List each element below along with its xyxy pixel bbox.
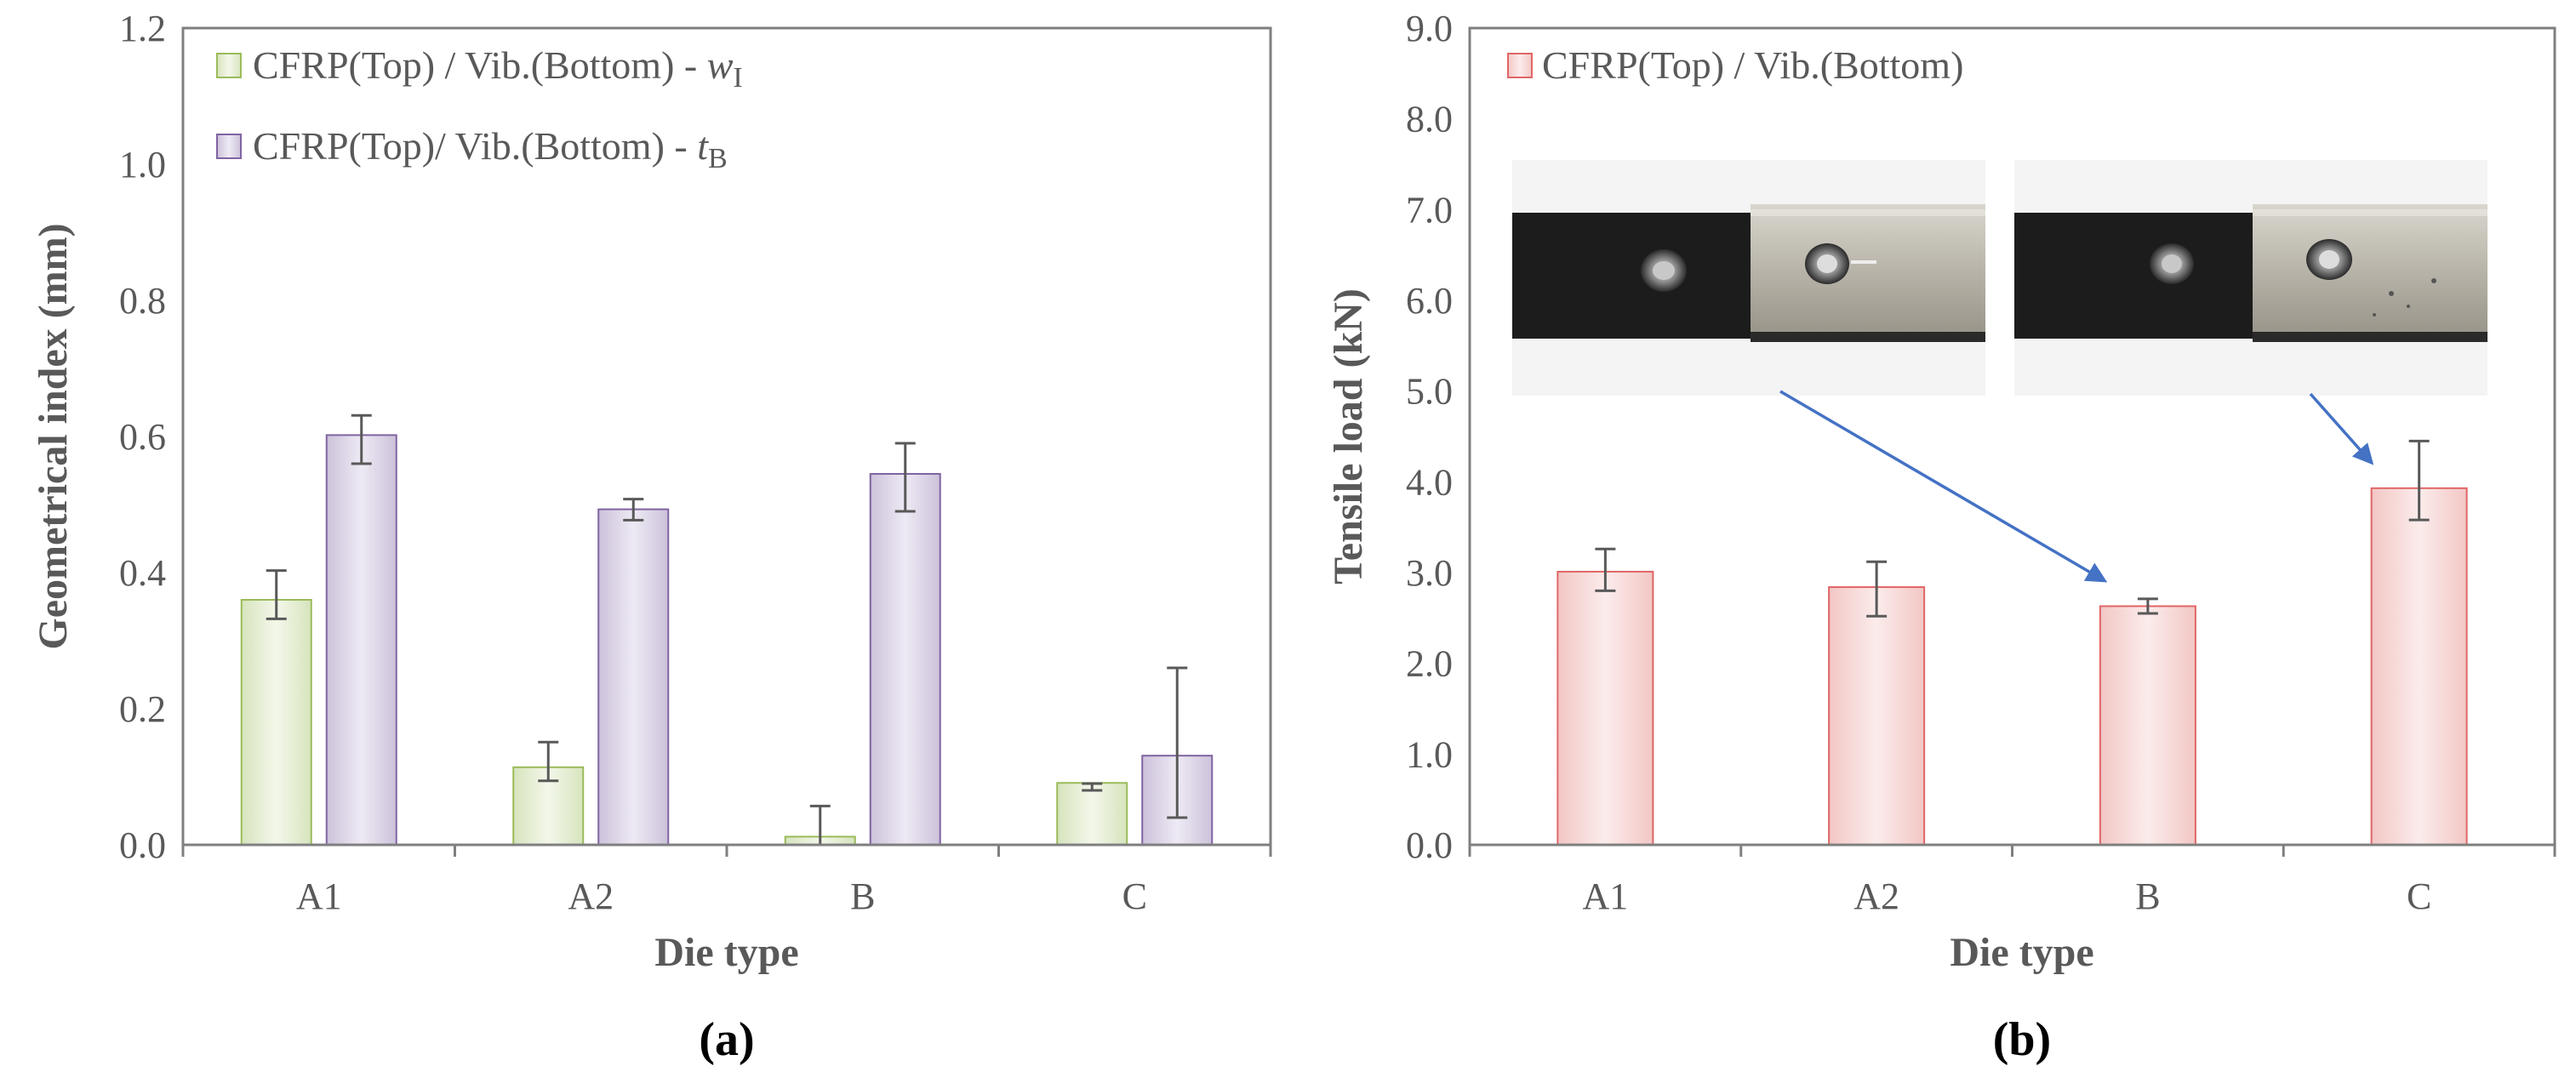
- bar-b-s0-A1: [1556, 570, 1654, 847]
- chart-a-legend: CFRP(Top) / Vib.(Bottom) - wI CFRP(Top)/…: [216, 43, 743, 174]
- chart-a-ytick-label: 0.6: [119, 416, 166, 458]
- bar-b-s0-B: [2099, 605, 2196, 846]
- chart-a: 0.0 0.2 0.4 0.6 0.8 1.0 1.2 A1 A2 B C Geometrical…: [31, 8, 1272, 1066]
- bar-b-s0-C: [2370, 487, 2468, 846]
- errorbar-b-s0-B: [2137, 597, 2158, 615]
- chart-b-ytick-label: 6.0: [1406, 280, 1453, 322]
- chart-b-ytick-label: 7.0: [1406, 189, 1453, 231]
- chart-b-ytick-label: 1.0: [1406, 733, 1453, 775]
- legend-label-tensile: CFRP(Top) / Vib.(Bottom): [1542, 43, 1963, 87]
- arrow-to-B: [1779, 390, 2108, 583]
- chart-a-ylabel: Geometrical index (mm): [31, 223, 76, 649]
- chart-b-ylabel: Tensile load (kN): [1326, 288, 1371, 584]
- arrow-to-C: [2309, 392, 2374, 465]
- chart-b-legend: CFRP(Top) / Vib.(Bottom): [1507, 43, 1963, 87]
- legend-swatch-wI: [216, 53, 242, 78]
- errorbar-a-s1-B: [894, 442, 916, 513]
- bar-a-s1-B: [869, 473, 941, 846]
- errorbar-b-s0-A2: [1866, 560, 1888, 618]
- chart-a-panel-label: (a): [699, 1013, 754, 1066]
- chart-a-ytick-label: 0.8: [119, 280, 166, 322]
- chart-b-ytick-label: 0.0: [1406, 824, 1453, 866]
- chart-b-xlabel: Die type: [1950, 930, 2093, 975]
- errorbar-a-s1-A1: [351, 413, 372, 465]
- legend-label-wI: CFRP(Top) / Vib.(Bottom) - wI: [253, 43, 743, 94]
- chart-b-xtick-label: B: [2135, 875, 2160, 917]
- errorbar-a-s1-C: [1167, 666, 1188, 819]
- chart-a-ytick-label: 0.2: [119, 688, 166, 730]
- chart-a-xtick-label: B: [850, 875, 875, 917]
- errorbar-a-s1-A2: [623, 498, 644, 522]
- legend-label-tB: CFRP(Top)/ Vib.(Bottom) - tB: [253, 124, 728, 174]
- chart-b-ytick-label: 2.0: [1406, 643, 1453, 685]
- bar-a-s1-A2: [597, 508, 670, 846]
- chart-b: 0.0 1.0 2.0 3.0 4.0 5.0 6.0 7.0 8.0 9.0 A1 A2 B C Te…: [1326, 8, 2556, 1066]
- chart-a-ytick-label: 0.0: [119, 824, 166, 866]
- chart-b-panel-label: (b): [1993, 1013, 2051, 1066]
- chart-a-xtick-label: C: [1122, 875, 1147, 917]
- chart-a-ytick-label: 1.0: [119, 144, 166, 185]
- specimen-photo-C: [2014, 160, 2487, 396]
- errorbar-a-s0-A1: [266, 569, 287, 620]
- legend-swatch-tB: [216, 134, 242, 159]
- bar-a-s0-C: [1056, 782, 1128, 847]
- chart-b-xtick-label: A1: [1582, 875, 1628, 917]
- bar-a-s0-A1: [240, 599, 312, 846]
- chart-b-ytick-label: 8.0: [1406, 99, 1453, 140]
- errorbar-b-s0-C: [2408, 439, 2430, 522]
- chart-a-ytick-label: 1.2: [119, 8, 166, 49]
- errorbar-a-s0-C: [1082, 782, 1103, 792]
- chart-a-xlabel: Die type: [654, 930, 798, 975]
- specimen-photo-B: [1512, 160, 1985, 396]
- chart-b-ytick-label: 9.0: [1406, 8, 1453, 49]
- chart-a-xtick-label: A1: [296, 875, 342, 917]
- bar-a-s1-A1: [325, 434, 397, 846]
- chart-b-xtick-label: A2: [1853, 875, 1899, 917]
- errorbar-b-s0-A1: [1595, 547, 1616, 592]
- legend-swatch-tensile: [1507, 53, 1533, 78]
- chart-a-xtick-label: A2: [568, 875, 614, 917]
- chart-b-ytick-label: 3.0: [1406, 552, 1453, 594]
- chart-b-ytick-label: 4.0: [1406, 461, 1453, 503]
- chart-b-xtick-label: C: [2407, 875, 2431, 917]
- bar-b-s0-A2: [1828, 586, 1926, 846]
- errorbar-a-s0-A2: [538, 740, 559, 783]
- chart-b-ytick-label: 5.0: [1406, 371, 1453, 413]
- chart-a-ytick-label: 0.4: [119, 552, 166, 594]
